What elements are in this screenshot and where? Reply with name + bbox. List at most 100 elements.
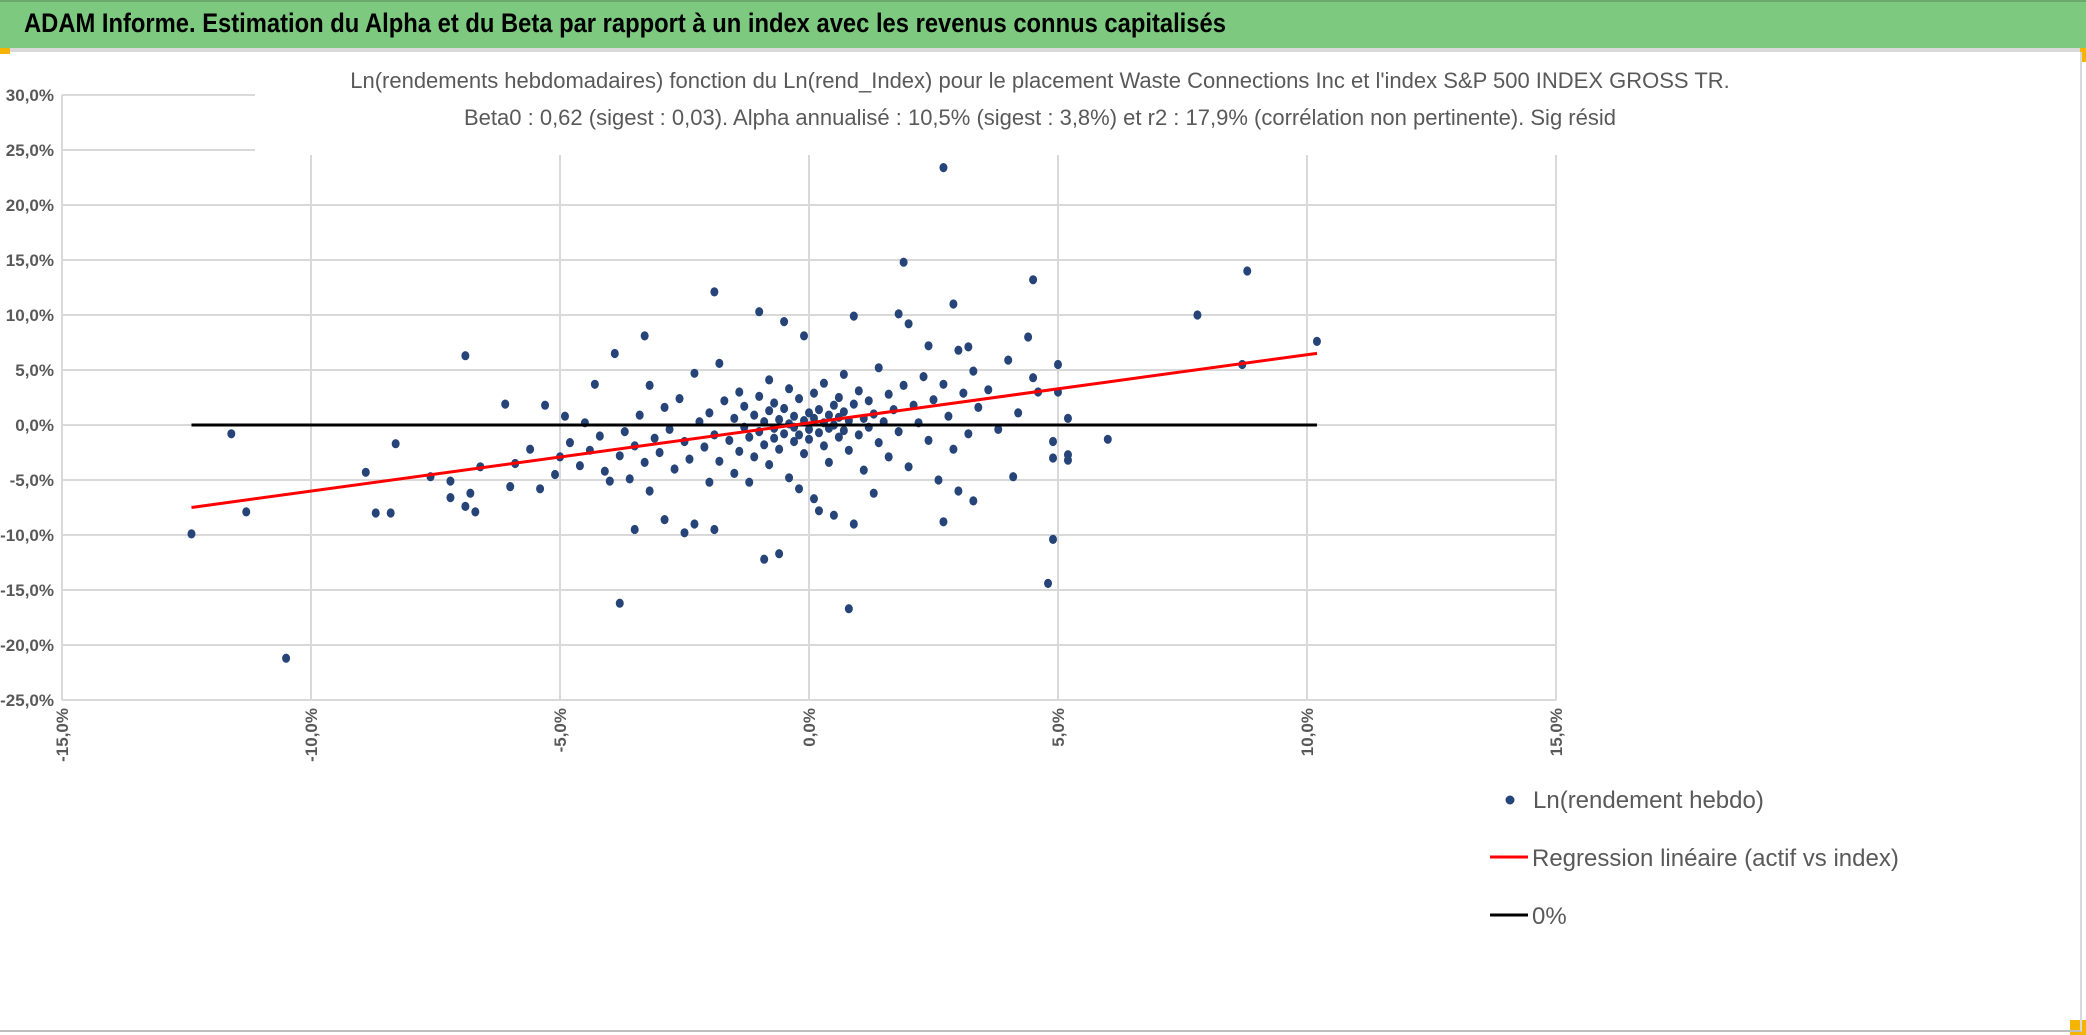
y-tick-label: -10,0%	[0, 526, 54, 545]
data-point	[864, 396, 873, 406]
data-point	[755, 307, 764, 317]
data-point	[869, 488, 878, 498]
y-tick-label: 0,0%	[15, 416, 54, 435]
data-point	[795, 430, 804, 440]
data-point	[949, 299, 958, 309]
data-point	[765, 375, 774, 385]
data-point	[829, 400, 838, 410]
x-tick-label: -10,0%	[302, 708, 321, 762]
y-tick-label: 25,0%	[6, 141, 54, 160]
data-point	[849, 311, 858, 321]
data-point	[859, 465, 868, 475]
data-point	[536, 484, 545, 494]
data-point	[1009, 472, 1018, 482]
data-point	[1049, 436, 1058, 447]
data-point	[745, 432, 754, 442]
data-point	[974, 402, 983, 412]
data-point	[839, 369, 848, 379]
data-point	[819, 441, 828, 451]
data-point	[755, 391, 764, 401]
legend: Ln(rendement hebdo) Regression linéaire …	[1490, 787, 1899, 930]
data-point	[800, 449, 809, 459]
data-point	[924, 435, 933, 445]
chart-title-line1: Ln(rendements hebdomadaires) fonction du…	[350, 68, 1730, 93]
data-point	[615, 451, 624, 461]
data-point	[715, 456, 724, 466]
x-axis-ticks: -15,0% -10,0% -5,0% 0,0% 5,0% 10,0% 15,0%	[53, 708, 1566, 762]
data-point	[765, 406, 774, 416]
data-point	[391, 439, 400, 449]
data-point	[730, 413, 739, 423]
data-point	[954, 486, 963, 496]
x-tick-label: 5,0%	[1049, 708, 1068, 747]
data-point	[1044, 578, 1053, 589]
data-point	[790, 411, 799, 421]
data-point	[929, 395, 938, 405]
x-tick-label: 10,0%	[1298, 708, 1317, 756]
data-point	[700, 442, 709, 452]
data-point	[1049, 534, 1058, 545]
data-point	[590, 379, 599, 389]
data-point	[710, 287, 719, 297]
y-tick-label: 10,0%	[6, 306, 54, 325]
data-point	[899, 380, 908, 390]
data-point	[371, 508, 380, 518]
data-point	[919, 372, 928, 382]
data-point	[630, 524, 639, 535]
data-point	[242, 507, 251, 517]
data-point	[884, 389, 893, 399]
report-title: ADAM Informe. Estimation du Alpha et du …	[24, 8, 1226, 38]
data-point	[994, 424, 1003, 434]
data-point	[775, 414, 784, 425]
data-point	[227, 429, 236, 439]
data-point	[640, 457, 649, 467]
legend-label-points: Ln(rendement hebdo)	[1533, 787, 1764, 814]
y-tick-label: -5,0%	[10, 471, 54, 490]
data-point	[785, 473, 794, 483]
data-point	[814, 405, 823, 415]
data-point	[805, 408, 813, 418]
data-point	[790, 436, 799, 447]
data-point	[1063, 455, 1072, 465]
data-point	[849, 519, 858, 529]
selection-handle	[2080, 48, 2086, 62]
data-point	[829, 510, 838, 520]
data-point	[795, 484, 804, 494]
data-point	[710, 524, 719, 535]
data-point	[844, 604, 853, 614]
regression-line	[191, 351, 1318, 509]
data-point	[1063, 413, 1072, 423]
data-point	[551, 469, 560, 480]
data-point	[635, 410, 644, 420]
data-point	[854, 430, 863, 440]
data-point	[874, 438, 883, 448]
data-point	[775, 549, 784, 559]
y-tick-label: -15,0%	[0, 581, 54, 600]
data-point	[575, 461, 584, 471]
x-tick-label: 15,0%	[1547, 708, 1566, 756]
data-point	[760, 554, 769, 564]
data-point	[1193, 310, 1202, 320]
data-point	[894, 427, 903, 437]
y-tick-label: 5,0%	[15, 361, 54, 380]
data-point	[894, 309, 903, 319]
data-point	[959, 388, 968, 398]
data-point	[939, 163, 948, 173]
data-point	[1243, 266, 1252, 276]
data-point	[780, 429, 789, 439]
y-tick-label: -25,0%	[0, 691, 54, 710]
data-point	[814, 506, 823, 516]
data-point	[740, 401, 749, 411]
data-point	[645, 380, 654, 390]
data-points	[187, 163, 1321, 663]
data-point	[939, 517, 948, 527]
chart-frame	[0, 52, 2082, 1032]
data-point	[899, 257, 908, 267]
data-point	[665, 424, 674, 434]
header-separator	[0, 48, 2086, 52]
data-point	[680, 528, 689, 538]
data-point	[715, 358, 724, 368]
data-point	[760, 440, 769, 450]
data-point	[1054, 359, 1062, 370]
data-point	[765, 460, 774, 470]
